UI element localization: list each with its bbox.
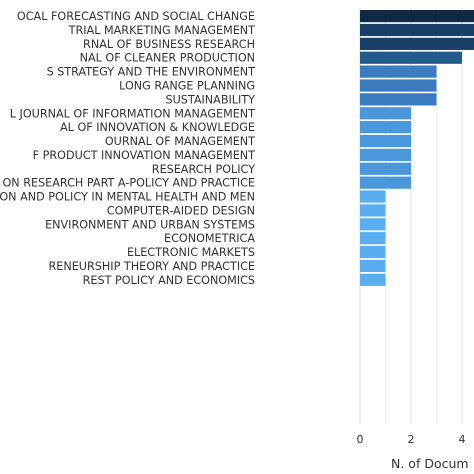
category-label: S STRATEGY AND THE ENVIRONMENT [47, 66, 256, 79]
bar [360, 51, 462, 64]
bar [360, 121, 411, 134]
bar [360, 37, 474, 50]
category-label: F PRODUCT INNOVATION MANAGEMENT [33, 149, 256, 162]
category-label: OURNAL OF MANAGEMENT [105, 135, 255, 148]
bar [360, 107, 411, 120]
category-label: RESEARCH POLICY [152, 163, 255, 176]
bar [360, 93, 437, 106]
category-label: RENEURSHIP THEORY AND PRACTICE [49, 260, 255, 273]
category-label: RNAL OF BUSINESS RESEARCH [83, 38, 255, 51]
bar [360, 134, 411, 148]
category-label: ON AND POLICY IN MENTAL HEALTH AND MEN [0, 191, 255, 204]
bar [360, 204, 386, 217]
bar [360, 23, 474, 37]
category-label: AL OF INNOVATION & KNOWLEDGE [60, 121, 255, 134]
category-label: COMPUTER-AIDED DESIGN [107, 204, 255, 217]
bar-layer [360, 10, 474, 286]
category-label: LONG RANGE PLANNING [119, 80, 255, 93]
x-tick-layer: 0 2 4 [357, 433, 466, 446]
bar [360, 245, 386, 259]
category-label: ECONOMETRICA [164, 232, 255, 245]
category-label: REST POLICY AND ECONOMICS [83, 274, 255, 287]
bar [360, 232, 386, 245]
category-label: ENVIRONMENT AND URBAN SYSTEMS [45, 218, 255, 231]
bar [360, 259, 386, 273]
bar [360, 176, 411, 189]
category-label: SUSTAINABILITY [165, 93, 255, 106]
bar [360, 148, 411, 161]
category-label: NAL OF CLEANER PRODUCTION [80, 52, 255, 65]
category-label-layer: OCAL FORECASTING AND SOCIAL CHANGETRIAL … [0, 10, 255, 287]
category-label: TRIAL MARKETING MANAGEMENT [68, 24, 256, 37]
x-tick-label: 2 [408, 433, 415, 446]
x-axis-title: N. of Docum [391, 456, 469, 471]
bar [360, 65, 437, 78]
category-label: ON RESEARCH PART A-POLICY AND PRACTICE [3, 177, 256, 190]
bar [360, 273, 386, 286]
category-label: OCAL FORECASTING AND SOCIAL CHANGE [17, 10, 255, 23]
bar [360, 79, 437, 92]
bar [360, 162, 411, 175]
bar [360, 218, 386, 231]
x-tick-label: 0 [357, 433, 364, 446]
category-label: L JOURNAL OF INFORMATION MANAGEMENT [10, 107, 255, 120]
category-label: ELECTRONIC MARKETS [127, 246, 255, 259]
x-tick-label: 4 [459, 433, 466, 446]
bar [360, 190, 386, 203]
bar [360, 10, 474, 23]
